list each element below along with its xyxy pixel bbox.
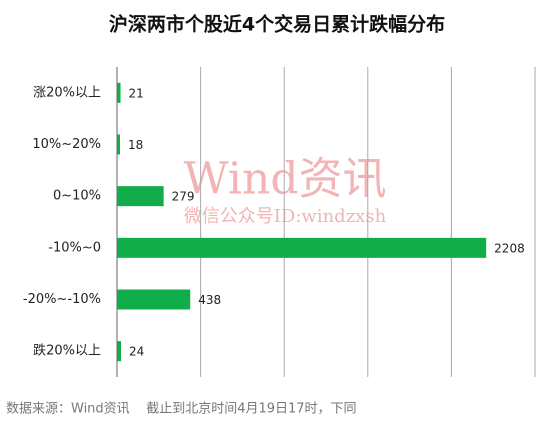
source-note: 数据来源：Wind资讯 截止到北京时间4月19日17时，下同 — [6, 402, 357, 417]
value-label: 18 — [128, 138, 143, 152]
value-label: 2208 — [494, 241, 525, 255]
value-label: 21 — [129, 86, 144, 100]
bar — [117, 289, 191, 310]
bar — [117, 237, 487, 258]
y-tick-label: 0~10% — [53, 189, 101, 204]
watermark: Wind资讯 — [183, 154, 386, 205]
bar — [117, 186, 164, 207]
value-label: 438 — [198, 293, 221, 307]
y-tick-label: -10%~0 — [48, 240, 101, 255]
y-tick-label: 10%~20% — [32, 137, 101, 152]
bar — [117, 82, 121, 103]
chart-title: 沪深两市个股近4个交易日累计跌幅分布 — [109, 13, 445, 36]
value-label: 24 — [129, 345, 144, 359]
watermark: 微信公众号ID:windzxsh — [184, 206, 387, 227]
bar — [117, 134, 121, 155]
value-label: 279 — [172, 190, 195, 204]
y-tick-label: 跌20%以上 — [33, 343, 101, 359]
y-tick-label: 涨20%以上 — [33, 85, 101, 100]
bar — [117, 341, 122, 362]
y-tick-label: -20%~-10% — [23, 292, 101, 307]
